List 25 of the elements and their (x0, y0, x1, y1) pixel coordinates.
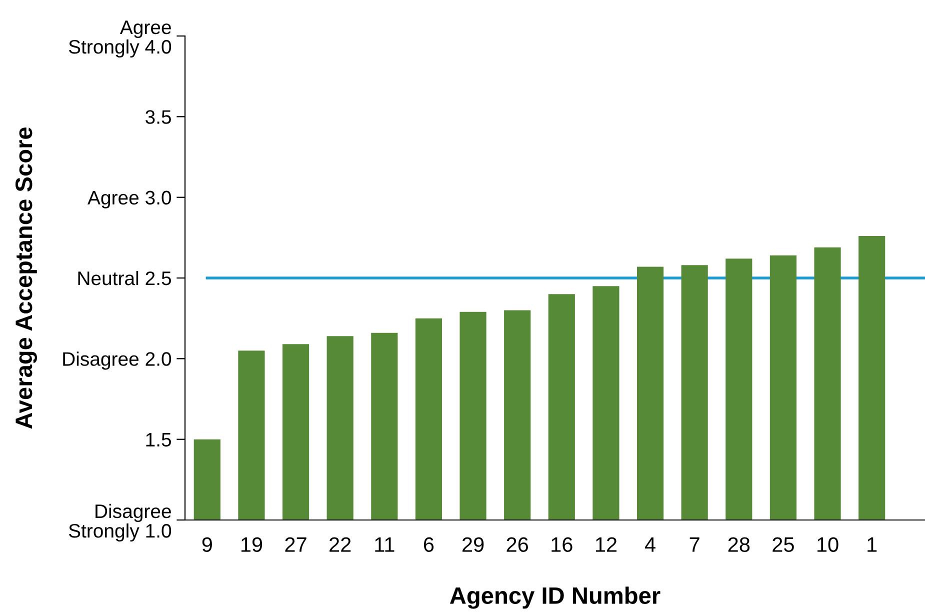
x-tick-label: 11 (375, 537, 394, 552)
x-tick-label: 6 (424, 537, 434, 552)
x-tick-label: 1 (868, 537, 877, 552)
x-tick-label: 16 (552, 537, 572, 552)
y-tick-label: 1.5 (146, 433, 171, 447)
x-tick-label: 22 (330, 537, 351, 552)
x-tick-label: 28 (728, 537, 750, 552)
y-tick-label: Disagree Strongly 1.0 (68, 504, 172, 542)
x-tick-label: 19 (241, 537, 262, 552)
x-tick-label: 26 (506, 537, 528, 552)
y-tick-label: Neutral 2.5 (78, 270, 171, 286)
x-tick-label: 10 (818, 537, 838, 552)
y-tick-label: Agree Strongly 4.0 (68, 20, 172, 58)
y-tick-label: 3.5 (146, 110, 171, 124)
y-tick-label: Agree 3.0 (88, 190, 172, 208)
x-tick-label: 12 (596, 537, 616, 552)
y-tick-label: Disagree 2.0 (63, 352, 172, 370)
x-tick-label: 27 (285, 537, 306, 552)
x-tick-label: 7 (690, 537, 700, 552)
x-axis-title: Agency ID Number (450, 586, 660, 609)
x-tick-label: 9 (202, 537, 212, 552)
y-axis-title: Average Acceptance Score (16, 127, 37, 429)
x-tick-label: 29 (462, 537, 484, 552)
x-tick-label: 4 (644, 537, 656, 552)
x-tick-label: 25 (772, 537, 794, 552)
